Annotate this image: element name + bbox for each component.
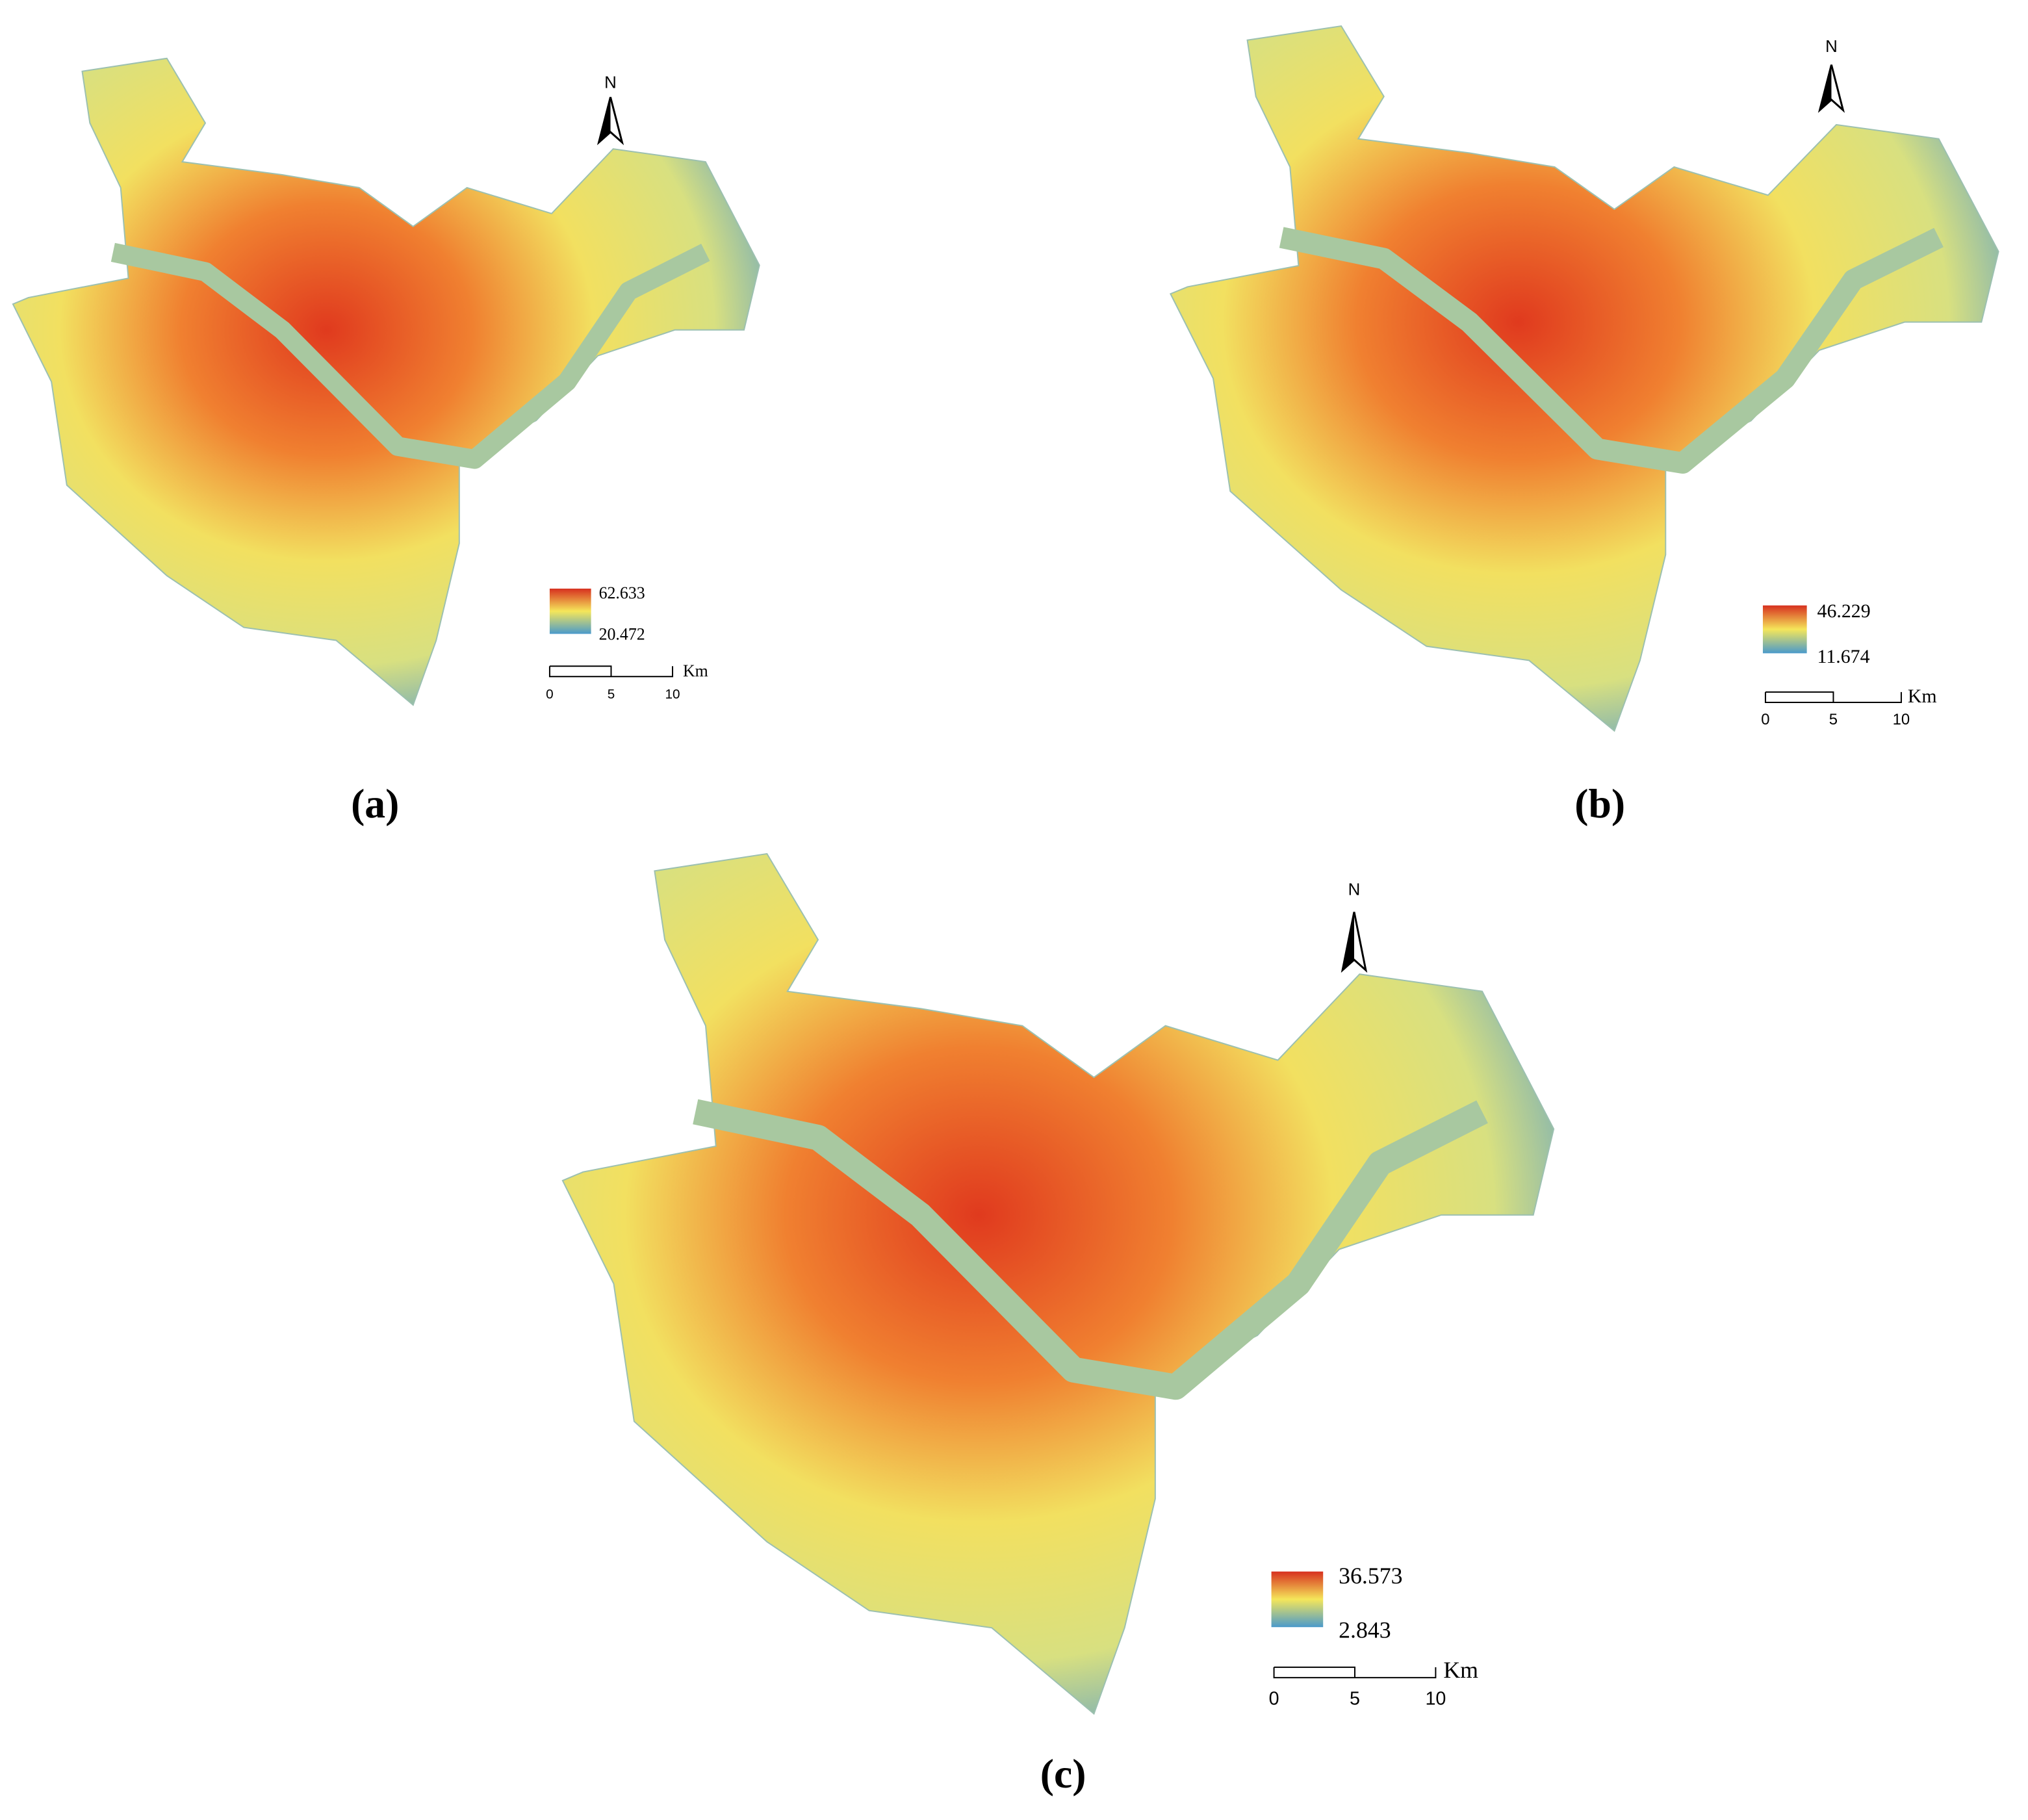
legend-max: 46.229 (1817, 600, 1871, 622)
scale-tick-label: 0 (1269, 1689, 1279, 1710)
scale-tick-label: 5 (1829, 711, 1838, 728)
scale-tick-label: 5 (1350, 1689, 1360, 1710)
scale-tick-label: 0 (546, 687, 554, 702)
north-label: N (1825, 38, 1838, 56)
north-label: N (604, 74, 617, 92)
legend-ramp (549, 588, 591, 634)
panel-label: (c) (1040, 1750, 1086, 1797)
legend-min: 20.472 (599, 625, 645, 644)
map-area (561, 852, 1555, 1715)
scale-unit: Km (1908, 686, 1937, 707)
legend-ramp (1762, 605, 1807, 654)
panel-label: (b) (1574, 780, 1625, 827)
scale-tick-label: 10 (665, 687, 680, 702)
map-panel: N 36.573 2.843 0 5 10 Km (c) (561, 852, 1555, 1797)
map-panel: N 46.229 11.674 0 5 10 Km (b) (1169, 25, 1999, 827)
legend-ramp (1271, 1571, 1324, 1628)
river (110, 242, 710, 469)
scale-tick-label: 5 (608, 687, 615, 702)
north-arrow-half (1819, 64, 1832, 110)
legend-min: 11.674 (1817, 646, 1870, 667)
scale-bar (1273, 1666, 1437, 1678)
scale-unit: Km (1443, 1657, 1478, 1683)
legend-max: 36.573 (1339, 1563, 1402, 1589)
scale-unit: Km (683, 661, 708, 680)
north-label: N (1348, 881, 1361, 899)
map-area (1169, 25, 1999, 732)
river (693, 1099, 1488, 1400)
scale-tick-label: 10 (1425, 1689, 1446, 1710)
panel-label: (a) (351, 780, 399, 827)
scale-tick-label: 0 (1761, 711, 1769, 728)
map-area (12, 57, 760, 706)
scale-bar (548, 665, 674, 678)
river (1279, 227, 1944, 474)
scale-bar (1764, 691, 1902, 704)
legend-max: 62.633 (599, 583, 645, 602)
scale-tick-label: 10 (1893, 711, 1910, 728)
legend-min: 2.843 (1339, 1617, 1391, 1643)
